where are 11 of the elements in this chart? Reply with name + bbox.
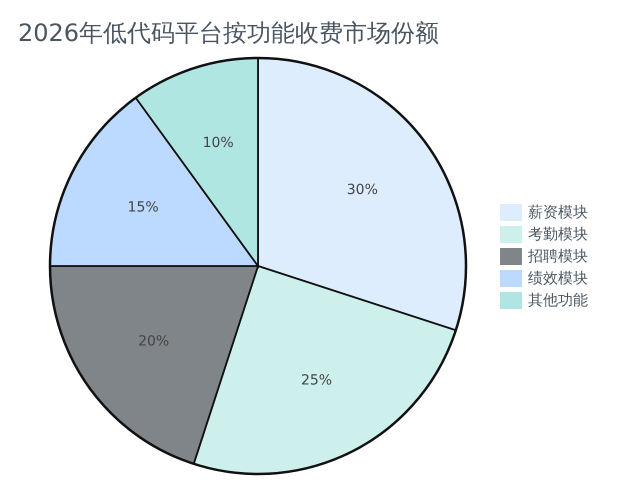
legend-label: 招聘模块 xyxy=(527,247,588,266)
chart-title: 2026年低代码平台按功能收费市场份额 xyxy=(18,19,440,47)
data-label: 15% xyxy=(128,199,159,216)
data-label: 20% xyxy=(138,334,170,350)
legend-label: 考勤模块 xyxy=(528,225,588,244)
legend-label: 绩效模块 xyxy=(528,269,588,288)
data-label: 10% xyxy=(202,135,234,152)
legend-label: 其他功能 xyxy=(528,291,588,310)
data-label: 30% xyxy=(346,182,378,198)
legend-label: 薪资模块 xyxy=(528,203,588,222)
data-label: 25% xyxy=(300,372,332,389)
